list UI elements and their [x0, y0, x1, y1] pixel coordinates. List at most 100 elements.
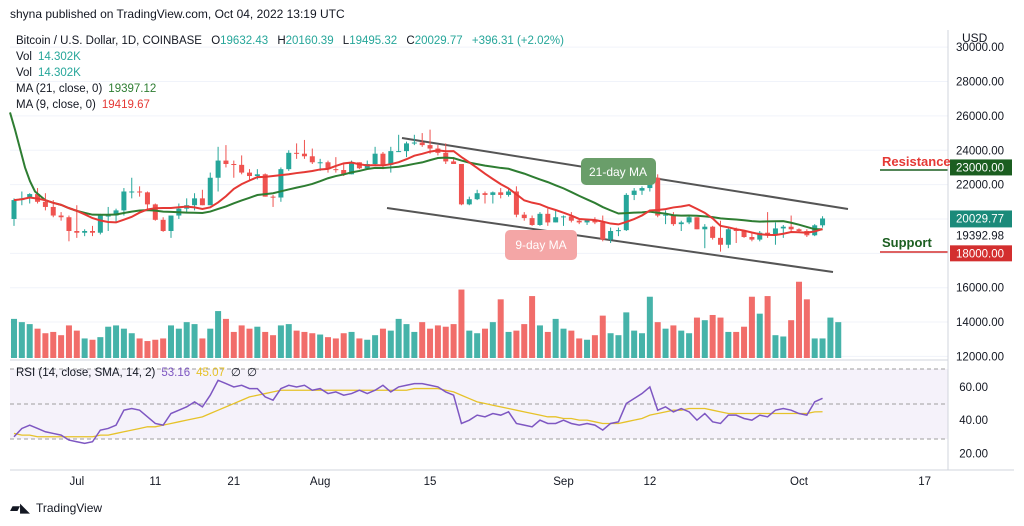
volume-bar [215, 311, 222, 358]
volume-bar [772, 335, 779, 358]
volume-bar [434, 325, 441, 358]
volume-bar [599, 315, 606, 358]
volume-bar [427, 328, 434, 358]
candle [286, 150, 292, 171]
candle [749, 232, 755, 242]
volume-bar [584, 339, 591, 358]
candle [113, 208, 119, 223]
candle [168, 215, 174, 238]
candle-body [97, 215, 103, 233]
candle-body [27, 194, 33, 199]
legend-ohlc-line: Bitcoin / U.S. Dollar, 1D, COINBASE O196… [16, 35, 564, 47]
candle-body [796, 229, 802, 231]
volume-bar [654, 322, 661, 358]
candle [615, 227, 621, 237]
candle-body [247, 172, 252, 177]
volume-bar [175, 328, 182, 358]
price-badge-label: 18000.00 [956, 248, 1004, 260]
candle-body [11, 200, 17, 219]
volume-bar [270, 335, 277, 358]
footer[interactable]: ▰◣ TradingView [10, 500, 102, 516]
candle-body [404, 143, 409, 152]
candle-body [686, 217, 692, 223]
candle [144, 191, 150, 209]
candle [772, 222, 778, 245]
candle [97, 213, 103, 235]
volume-bar [419, 322, 426, 358]
candle [686, 216, 692, 225]
candle [600, 215, 606, 242]
candle-body [521, 214, 527, 219]
volume-bar [387, 330, 394, 358]
volume-bar [741, 326, 748, 358]
time-tick-label: Sep [553, 476, 573, 488]
volume-bar [113, 325, 120, 358]
volume-bar [152, 339, 159, 358]
candle [325, 160, 331, 173]
candle-body [788, 226, 794, 230]
candle-body [498, 192, 504, 195]
candle-body [333, 169, 339, 171]
candle-body [725, 229, 731, 245]
candle-body [144, 192, 150, 205]
legend-ma21: MA (21, close, 0) 19397.12 [16, 83, 156, 95]
candle-body [670, 214, 676, 225]
ma9-callout-text: 9-day MA [515, 238, 566, 252]
candle [294, 143, 300, 159]
candle-body [325, 162, 331, 170]
candle [561, 215, 566, 226]
candle [278, 167, 284, 202]
volume-bar [544, 331, 551, 358]
legend-close: 20029.77 [415, 35, 463, 47]
candle-body [380, 153, 386, 165]
candle-body [466, 199, 472, 205]
price-badge-label: 23000.00 [956, 162, 1004, 174]
volume-bar [552, 318, 559, 358]
candle [372, 146, 378, 166]
candle-body [50, 206, 56, 216]
candle-body [812, 225, 818, 236]
time-tick-label: 21 [227, 476, 240, 488]
candle-body [600, 222, 606, 240]
candle [411, 134, 417, 146]
legend-symbol: Bitcoin / U.S. Dollar, 1D, COINBASE [16, 35, 202, 47]
rsi-line [13, 379, 823, 445]
candle-body [458, 164, 464, 205]
candle [380, 151, 386, 170]
candle [404, 141, 409, 158]
candle [741, 231, 747, 238]
candle [223, 145, 229, 168]
volume-bar [128, 333, 135, 358]
candle-body [341, 170, 347, 175]
volume-bar [81, 338, 88, 358]
volume-bar [58, 335, 65, 358]
candle [309, 148, 315, 164]
candle [631, 188, 637, 201]
candle-body [451, 161, 457, 164]
volume-bar [796, 281, 802, 358]
volume-bar [317, 334, 324, 358]
volume-bar [591, 335, 598, 358]
time-tick-label: Aug [310, 476, 330, 488]
candle-body [199, 198, 205, 206]
volume-bar [764, 296, 771, 358]
candle-body [718, 237, 723, 245]
candle-body [482, 193, 488, 195]
candle-body [168, 215, 174, 231]
volume-bar [411, 331, 418, 358]
rsi-tick-label: 40.00 [959, 415, 988, 427]
volume-bar [780, 336, 787, 358]
volume-bar [160, 338, 167, 358]
volume-bar [168, 325, 174, 358]
price-badge-bg [950, 245, 1012, 262]
volume-bar [646, 296, 653, 358]
volume-bar [639, 333, 645, 358]
candle-body [223, 160, 229, 164]
candle-body [239, 164, 245, 173]
support-resistance-lines [880, 169, 948, 253]
ma21-line [9, 112, 823, 231]
candle-body [278, 169, 284, 198]
volume-bar [340, 333, 347, 358]
volume-bar [686, 333, 693, 358]
